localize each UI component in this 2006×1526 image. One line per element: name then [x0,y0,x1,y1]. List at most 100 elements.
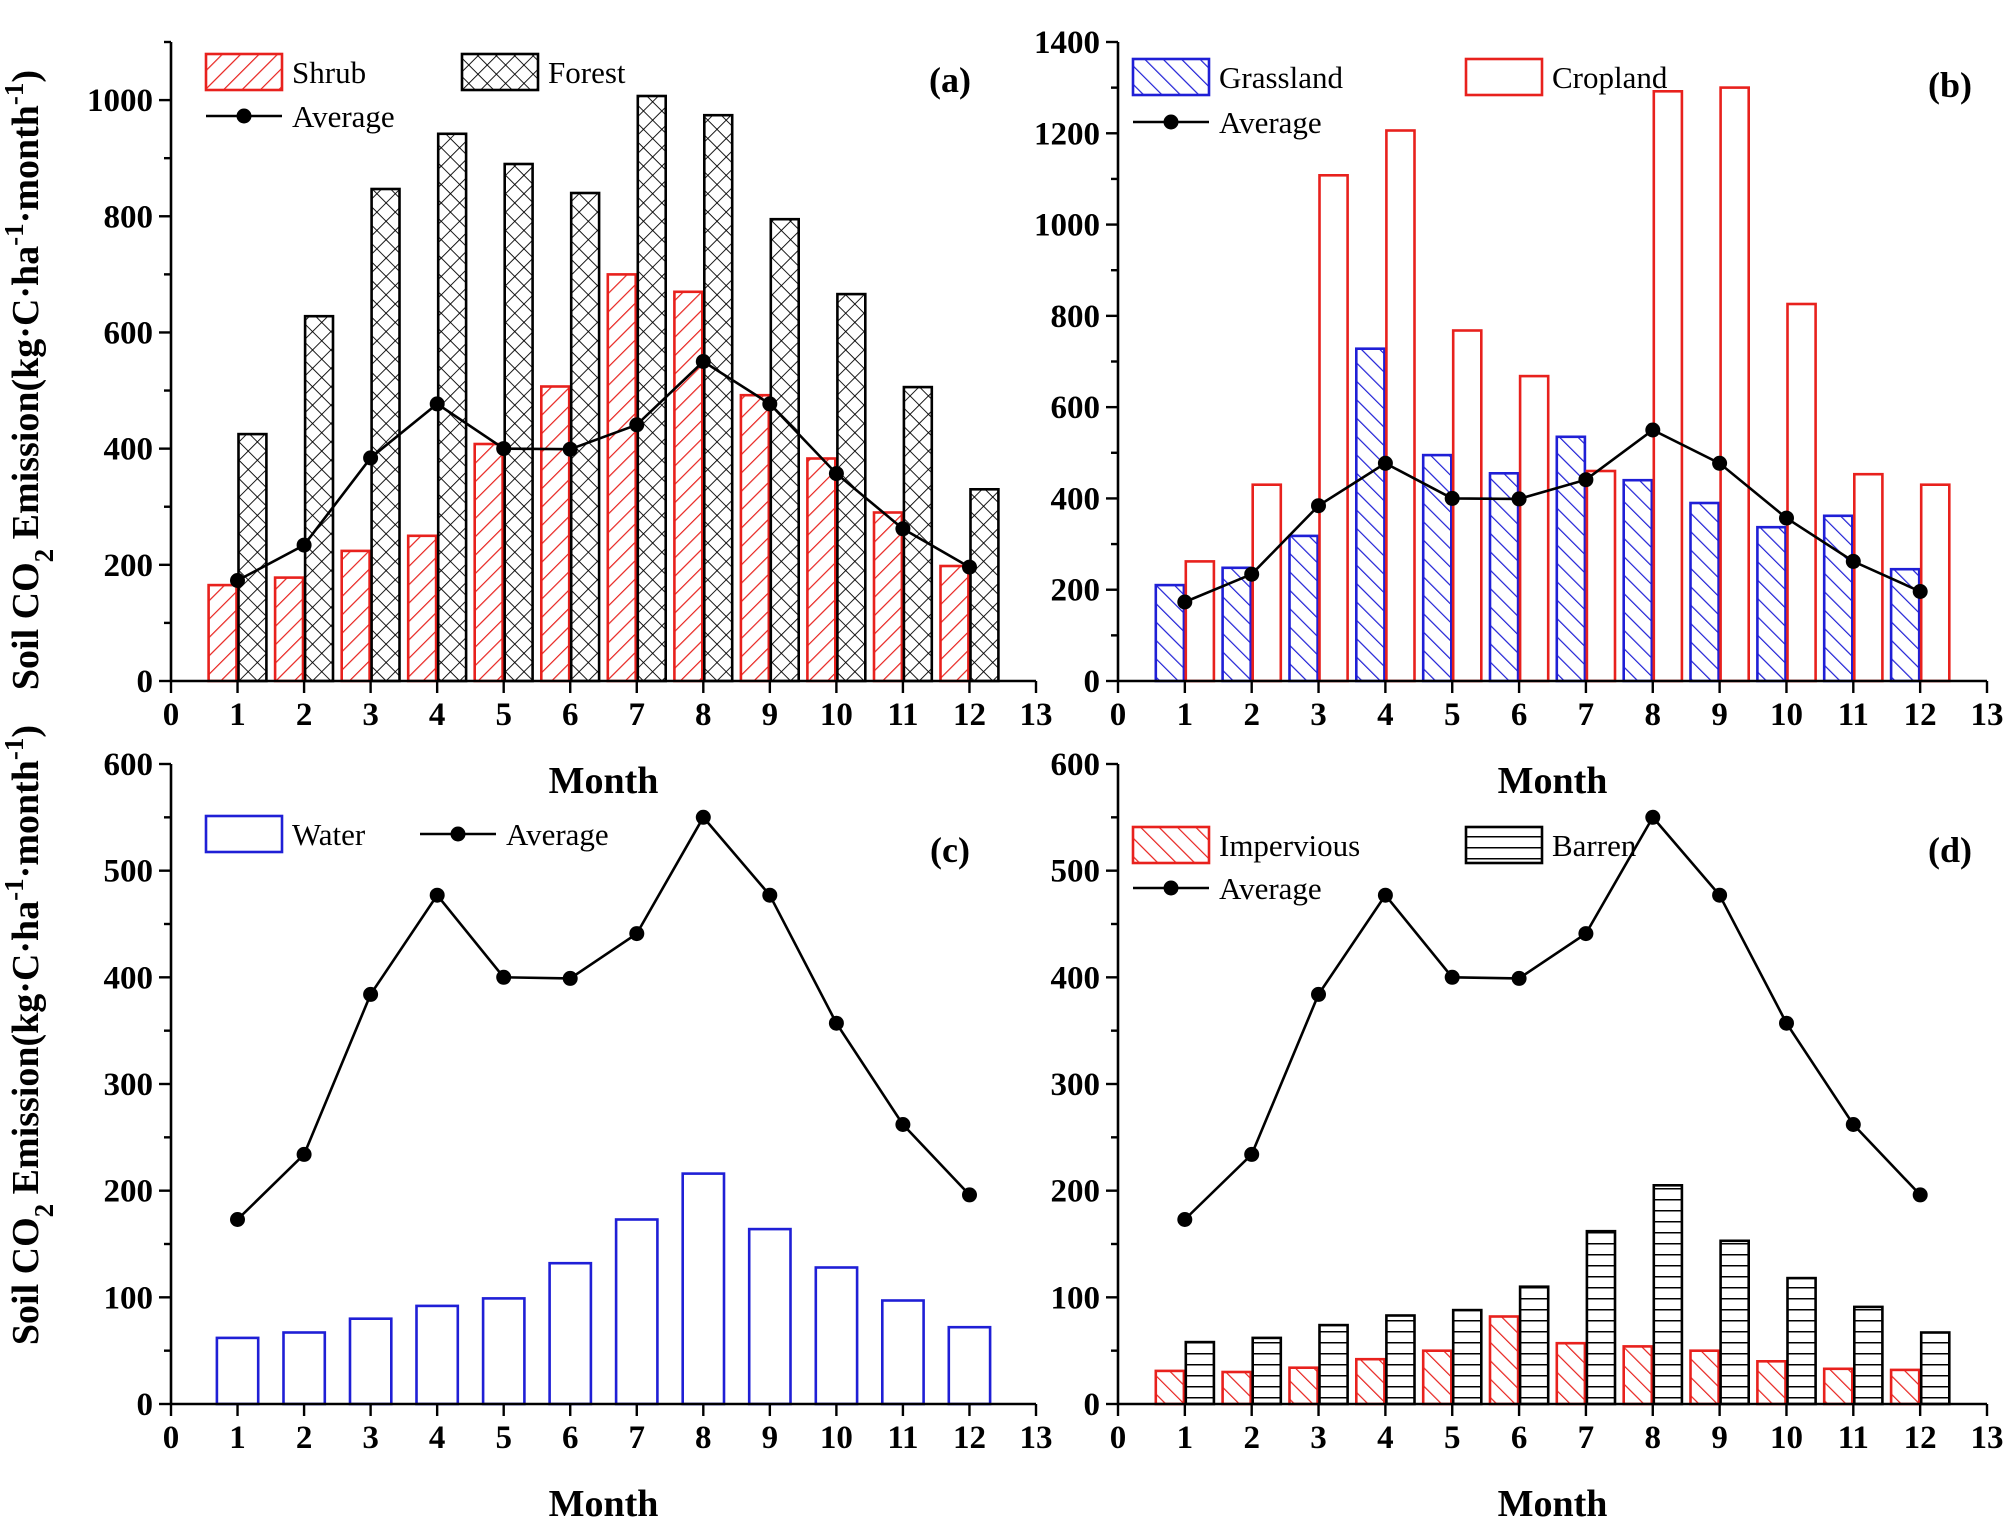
average-point-5 [1444,490,1460,506]
panel-tag: (d) [1928,830,1972,870]
x-tick-label-12: 12 [953,1420,986,1456]
bar-cropland-11 [1853,472,1884,683]
average-point-5 [1444,969,1460,985]
average-point-4 [429,887,445,903]
x-tick-label-3: 3 [362,697,379,733]
x-tick-label-9: 9 [762,697,779,733]
average-point-5 [496,441,512,457]
average-point-6 [562,970,578,986]
legend-label-average: Average [292,99,395,134]
bar-barren-2 [1251,1336,1283,1406]
bar-cropland-6 [1518,374,1550,683]
y-tick-label-1000: 1000 [87,83,153,119]
panel-tag: (b) [1928,65,1972,105]
legend-swatch-barren [1464,825,1544,865]
x-tick-label-11: 11 [1838,1420,1869,1456]
y-tick-label-400: 400 [1051,960,1101,996]
bar-forest-8 [702,113,734,683]
panel-tag: (c) [930,830,970,870]
x-tick-label-2: 2 [1243,697,1260,733]
average-point-12 [962,559,977,575]
bar-shrub-9 [739,393,771,683]
legend-swatch-forest [460,52,540,92]
x-tick-label-6: 6 [1511,1420,1528,1456]
x-tick-label-2: 2 [296,1420,313,1456]
average-point-6 [1511,491,1527,507]
bar-water-10 [814,1266,859,1406]
x-tick-label-8: 8 [1645,1420,1662,1456]
bar-barren-9 [1719,1239,1750,1406]
average-point-6 [562,441,578,457]
x-tick-label-6: 6 [562,697,579,733]
bar-impervious-10 [1756,1360,1787,1406]
bar-impervious-3 [1288,1366,1319,1406]
bar-barren-12 [1919,1331,1951,1406]
bar-barren-11 [1853,1305,1884,1406]
x-tick-label-12: 12 [1904,1420,1937,1456]
x-tick-label-1: 1 [229,697,246,733]
bar-water-9 [747,1227,792,1406]
average-line [236,359,971,582]
x-tick-label-4: 4 [1377,1420,1394,1456]
x-tick-label-7: 7 [1578,697,1595,733]
x-tick-label-6: 6 [1511,697,1528,733]
bar-water-12 [947,1325,992,1406]
x-tick-label-2: 2 [296,697,313,733]
legend-swatch-shrub [204,52,284,92]
bar-shrub-6 [539,385,571,683]
x-tick-label-5: 5 [495,697,512,733]
y-tick-label-1400: 1400 [1034,25,1100,61]
legend-label-forest: Forest [548,55,626,90]
y-tick-label-0: 0 [1084,1387,1101,1423]
bar-barren-5 [1451,1308,1483,1406]
bar-cropland-3 [1318,174,1349,683]
bar-impervious-9 [1689,1349,1720,1406]
y-axis-label-top: Soil CO2 Emission(kg·C·ha-1·month-1) [0,70,59,690]
bar-forest-3 [370,187,401,683]
bar-water-6 [548,1261,593,1406]
average-point-2 [1244,566,1260,582]
x-tick-label-4: 4 [429,697,446,733]
x-tick-label-1: 1 [229,1420,246,1456]
bar-forest-9 [769,217,800,683]
average-point-3 [1311,498,1326,514]
bar-water-8 [681,1172,726,1406]
bar-water-11 [880,1299,925,1406]
average-point-10 [828,1015,844,1031]
panel-d: 0 1 2 3 4 5 6 7 8 9 10 11 12 130100200300400500600Mon… [1051,747,2004,1525]
average-point-11 [1845,1117,1861,1132]
bar-shrub-3 [340,549,371,683]
average-point-7 [1578,926,1594,942]
x-axis-title: Month [1498,760,1608,802]
average-point-4 [1377,887,1393,903]
average-point-12 [1912,584,1928,599]
bar-impervious-6 [1488,1315,1520,1406]
x-tick-label-10: 10 [1770,697,1803,733]
y-tick-label-300: 300 [1051,1067,1101,1103]
bar-shrub-5 [473,442,504,683]
x-tick-label-12: 12 [953,697,986,733]
x-tick-label-9: 9 [1711,1420,1728,1456]
bar-impervious-11 [1822,1367,1854,1406]
bar-grassland-2 [1221,566,1252,683]
average-point-11 [1845,553,1861,569]
average-point-1 [230,1212,245,1227]
bar-grassland-10 [1756,525,1787,683]
y-tick-label-100: 100 [104,1280,154,1316]
legend-label-shrub: Shrub [292,55,366,90]
average-point-11 [895,521,911,537]
x-tick-label-0: 0 [163,1420,180,1456]
x-tick-label-3: 3 [362,1420,379,1456]
x-tick-label-5: 5 [1444,1420,1461,1456]
bar-cropland-9 [1719,86,1750,683]
y-tick-label-0: 0 [137,1387,154,1423]
average-point-7 [629,417,645,433]
x-tick-label-9: 9 [762,1420,779,1456]
x-tick-label-4: 4 [429,1420,446,1456]
x-tick-label-2: 2 [1243,1420,1260,1456]
y-tick-label-400: 400 [1051,481,1101,517]
average-point-3 [1311,986,1326,1002]
bar-water-2 [282,1331,327,1406]
average-point-9 [762,396,778,412]
bar-impervious-4 [1355,1357,1386,1406]
